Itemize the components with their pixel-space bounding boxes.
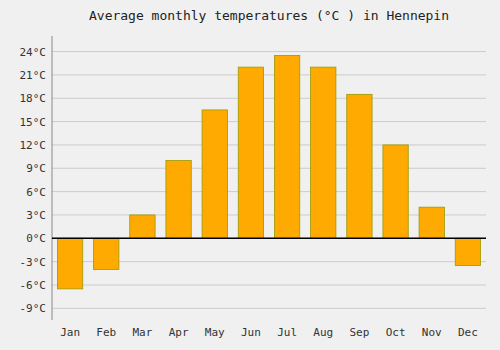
grid-line	[52, 144, 486, 145]
bar	[274, 55, 299, 238]
x-tick-label: Dec	[458, 326, 478, 339]
grid-line	[52, 98, 486, 99]
x-tick-label: Sep	[349, 326, 369, 339]
x-tick-label: Oct	[386, 326, 406, 339]
bar	[383, 145, 408, 238]
y-tick-label: 24°C	[20, 46, 47, 59]
y-tick-label: 0°C	[26, 232, 46, 245]
bar	[94, 238, 119, 269]
zero-line	[52, 238, 486, 240]
y-tick-label: 21°C	[20, 69, 47, 82]
bars	[57, 55, 480, 288]
bar	[455, 238, 480, 265]
bar	[130, 215, 155, 238]
bar	[311, 67, 336, 238]
y-tick-label: 12°C	[20, 139, 47, 152]
bar	[419, 207, 444, 238]
y-axis-line	[52, 36, 53, 320]
y-tick-label: 15°C	[20, 116, 47, 129]
y-tick-label: 18°C	[20, 92, 47, 105]
y-tick-label: -9°C	[20, 302, 47, 315]
grid-line	[52, 74, 486, 75]
x-tick-label: Mar	[132, 326, 152, 339]
bar	[57, 238, 82, 289]
x-tick-label: Apr	[169, 326, 189, 339]
chart-container: Average monthly temperatures (°C ) in He…	[0, 0, 500, 350]
x-tick-label: Aug	[313, 326, 333, 339]
y-tick-label: 6°C	[26, 186, 46, 199]
grid-line	[52, 121, 486, 122]
bar	[347, 94, 372, 238]
grid-line	[52, 168, 486, 169]
grid-line	[52, 308, 486, 309]
chart: Average monthly temperatures (°C ) in He…	[0, 0, 500, 350]
grid-line	[52, 191, 486, 192]
x-tick-label: Jun	[241, 326, 261, 339]
grid-line	[52, 284, 486, 285]
y-tick-label: 3°C	[26, 209, 46, 222]
y-tick-label: 9°C	[26, 162, 46, 175]
grid-line	[52, 51, 486, 52]
x-tick-label: Feb	[96, 326, 116, 339]
y-tick-label: -6°C	[20, 279, 47, 292]
bar	[238, 67, 263, 238]
background	[0, 0, 500, 350]
grid-line	[52, 238, 486, 239]
x-tick-label: Jan	[60, 326, 80, 339]
grid	[52, 52, 486, 309]
bar	[166, 160, 191, 238]
x-tick-label: Nov	[422, 326, 442, 339]
x-tick-label: Jul	[277, 326, 297, 339]
bar	[202, 110, 227, 238]
y-tick-label: -3°C	[20, 256, 47, 269]
x-tick-label: May	[205, 326, 225, 339]
title: Average monthly temperatures (°C ) in He…	[89, 8, 449, 23]
